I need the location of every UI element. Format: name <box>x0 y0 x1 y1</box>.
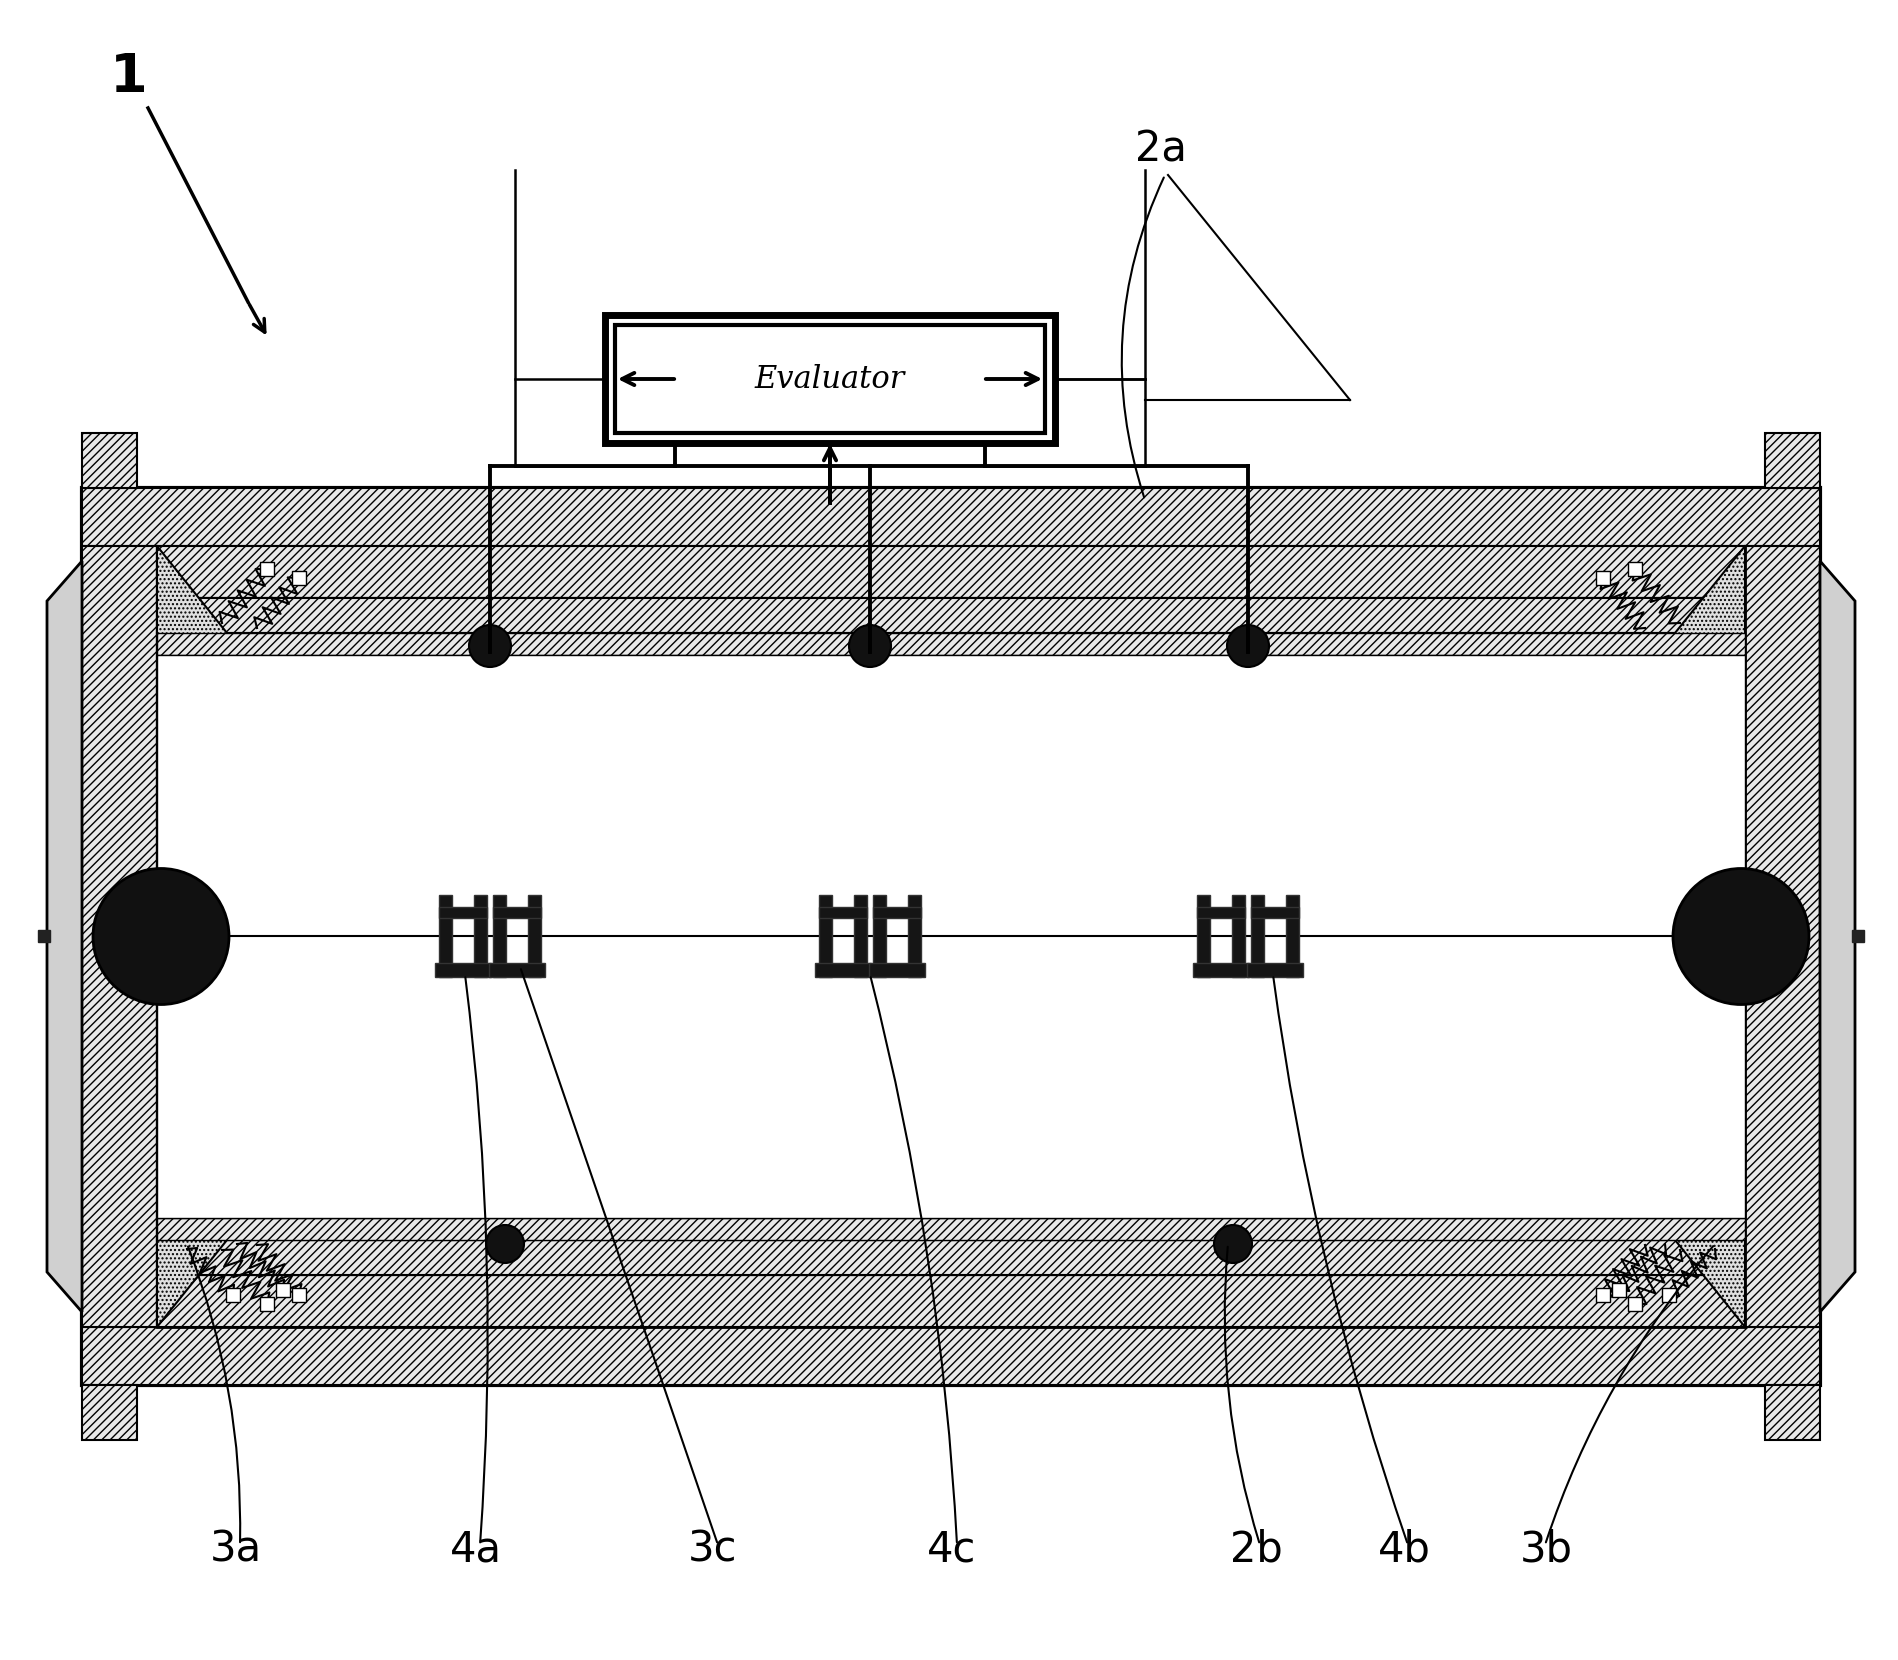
Bar <box>493 895 507 978</box>
Bar <box>226 1288 239 1301</box>
Bar <box>873 895 886 978</box>
Text: 3a: 3a <box>211 1529 262 1570</box>
Text: 2a: 2a <box>1135 129 1186 171</box>
Bar <box>854 895 867 978</box>
Bar <box>1744 546 1820 1326</box>
Bar <box>528 895 541 978</box>
Text: Evaluator: Evaluator <box>755 364 905 395</box>
Bar <box>82 546 158 1326</box>
Text: 4a: 4a <box>450 1529 501 1570</box>
Bar <box>1765 433 1820 488</box>
Text: 2b: 2b <box>1230 1529 1283 1570</box>
Bar <box>1194 963 1249 978</box>
Circle shape <box>486 1225 524 1263</box>
Text: 4c: 4c <box>926 1529 976 1570</box>
Bar <box>1251 895 1264 978</box>
Bar <box>474 895 488 978</box>
Bar <box>615 325 1046 433</box>
Bar <box>1663 1288 1676 1301</box>
Bar <box>1628 563 1642 576</box>
Bar <box>158 632 1744 1240</box>
Bar <box>158 656 1744 1218</box>
Bar <box>1628 1296 1642 1311</box>
Bar <box>158 598 1744 1275</box>
Bar <box>82 433 137 488</box>
Bar <box>869 963 924 978</box>
Bar <box>1285 895 1298 978</box>
Polygon shape <box>1820 561 1854 1311</box>
Bar <box>275 1283 290 1296</box>
Bar <box>158 598 1744 632</box>
Bar <box>1611 1283 1627 1296</box>
Bar <box>493 906 541 918</box>
Bar <box>1596 571 1610 586</box>
Circle shape <box>1226 626 1270 667</box>
Bar <box>1251 906 1298 918</box>
Polygon shape <box>158 546 228 1326</box>
Text: 4b: 4b <box>1378 1529 1431 1570</box>
Bar <box>82 488 1820 546</box>
Polygon shape <box>1676 546 1744 1326</box>
Text: 3c: 3c <box>687 1529 738 1570</box>
Bar <box>292 571 306 586</box>
Text: 1: 1 <box>110 51 148 103</box>
Circle shape <box>469 626 511 667</box>
Bar <box>490 963 545 978</box>
Bar <box>1198 895 1211 978</box>
Bar <box>873 906 921 918</box>
Bar <box>158 1275 1744 1326</box>
Text: 3b: 3b <box>1520 1529 1573 1570</box>
Bar <box>292 1288 306 1301</box>
Bar <box>82 1326 1820 1384</box>
Bar <box>1247 963 1304 978</box>
Bar <box>814 963 871 978</box>
Bar <box>605 315 1055 443</box>
Bar <box>1198 906 1245 918</box>
Circle shape <box>1672 868 1809 1004</box>
Bar <box>438 906 488 918</box>
Bar <box>435 963 492 978</box>
Bar <box>1232 895 1245 978</box>
Bar <box>82 1384 137 1439</box>
Bar <box>158 1240 1744 1275</box>
Bar <box>158 546 1744 1326</box>
Polygon shape <box>47 561 82 1311</box>
Bar <box>1765 1384 1820 1439</box>
Bar <box>260 563 273 576</box>
Bar <box>260 1296 273 1311</box>
Circle shape <box>93 868 230 1004</box>
Bar <box>82 488 1820 1384</box>
Bar <box>907 895 921 978</box>
Circle shape <box>848 626 890 667</box>
Bar <box>158 1218 1744 1240</box>
Bar <box>158 632 1744 656</box>
Bar <box>820 895 833 978</box>
Bar <box>1596 1288 1610 1301</box>
Bar <box>158 546 1744 598</box>
Bar <box>438 895 452 978</box>
Bar <box>820 906 867 918</box>
Circle shape <box>1215 1225 1253 1263</box>
